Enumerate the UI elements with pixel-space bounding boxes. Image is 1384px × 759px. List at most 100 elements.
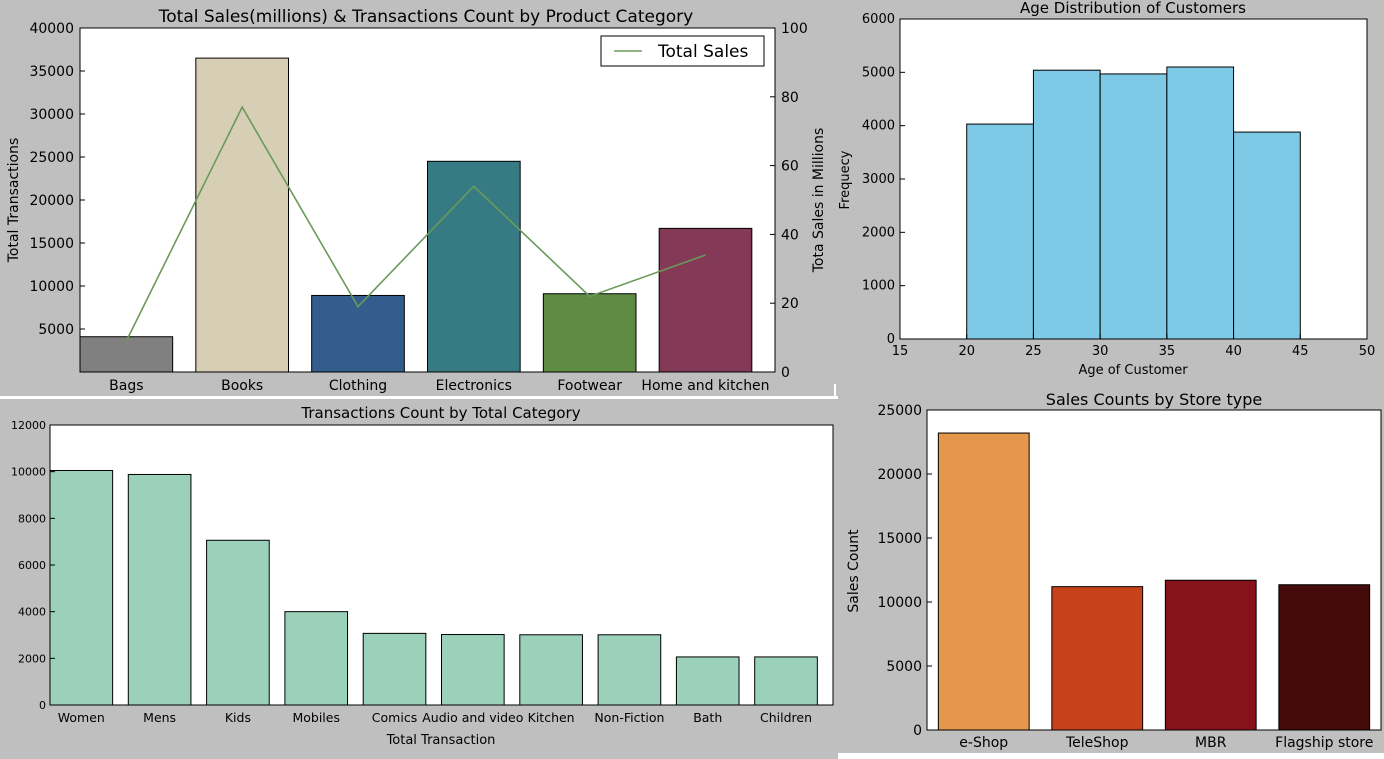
bar-electronics [427,160,521,373]
y-tick-label: 1000 [862,279,895,294]
y-tick-label: 15000 [29,236,74,252]
y-axis-label: Total Transactions [6,138,22,264]
x-tick-label: Bags [109,378,143,394]
y-tick-label: 30000 [29,107,74,123]
y-tick-label: 20000 [29,193,74,209]
y-tick-label: 5000 [886,659,922,675]
x-tick-label: Books [221,378,263,394]
x-tick-label: 40 [1225,344,1242,359]
x-tick-label: 35 [1159,344,1176,359]
bar-clothing [311,294,405,373]
y-tick-label: 0 [913,723,922,739]
panel-separator [838,753,1384,759]
bar-bath [675,656,740,706]
y-tick-label: 35000 [29,64,74,80]
bar-books [195,57,289,373]
bar-mbr [1164,579,1257,731]
bar-non-fiction [597,634,662,706]
y-tick-label: 5000 [862,65,895,80]
chart-title: Transactions Count by Total Category [300,404,580,422]
x-tick-label: 15 [892,344,909,359]
x-tick-label: Electronics [436,378,512,394]
plot-frame [899,18,1368,340]
x-tick-label: Clothing [329,378,387,394]
panel-separator [0,396,838,399]
x-tick-label: Kids [225,710,251,725]
y2-tick-label: 80 [781,90,799,106]
x-tick-label: Women [58,710,105,725]
legend-label: Total Sales [657,42,748,62]
x-tick-label: Comics [372,710,417,725]
y-tick-label: 25000 [29,150,74,166]
y-axis-label: Frequecy [838,150,853,209]
hist-bin-40-45 [1233,131,1301,340]
chart-title: Age Distribution of Customers [1020,0,1246,17]
x-tick-label: Mobiles [292,710,340,725]
x-tick-label: MBR [1195,735,1227,751]
bar-mens [127,473,192,706]
y-tick-label: 4000 [862,119,895,134]
hist-bin-20-25 [966,123,1034,340]
y-tick-label: 5000 [38,322,74,338]
x-tick-label: Footwear [557,378,622,394]
y-tick-label: 0 [887,332,895,347]
x-tick-label: 50 [1359,344,1376,359]
bar-women [49,470,114,706]
bar-footwear [542,293,637,373]
y-tick-label: 10000 [29,279,74,295]
panel-separator [834,384,836,398]
y-tick-label: 3000 [862,172,895,187]
x-axis-label: Age of Customer [1078,363,1188,378]
hist-bin-25-30 [1032,69,1101,340]
x-tick-label: 20 [958,344,975,359]
y2-tick-label: 20 [781,296,799,312]
x-tick-label: Non-Fiction [594,710,664,725]
y-tick-label: 10000 [877,595,922,611]
chart-title: Sales Counts by Store type [1046,390,1262,409]
x-tick-label: Bath [693,710,722,725]
y-tick-label: 20000 [877,467,922,483]
x-tick-label: Kitchen [528,710,575,725]
plot-frame [79,27,776,373]
plot-frame [926,409,1382,731]
plot-frame [49,424,834,706]
y2-tick-label: 0 [781,365,790,381]
y-tick-label: 2000 [862,225,895,240]
x-tick-label: e-Shop [959,735,1008,751]
total-sales-line [125,105,706,342]
bar-bags [79,336,174,373]
bar-teleshop [1051,586,1144,731]
y2-tick-label: 60 [781,159,799,175]
y-tick-label: 2000 [18,652,46,665]
y-tick-label: 25000 [877,403,922,419]
y-tick-label: 12000 [11,419,46,432]
bar-flagship-store [1278,584,1371,731]
bar-kids [206,539,270,706]
x-tick-label: Flagship store [1275,735,1373,751]
x-tick-label: 45 [1292,344,1309,359]
hist-bin-35-40 [1166,66,1235,340]
bar-e-shop [937,432,1030,731]
y2-axis-label: Tota Sales in Millions [811,128,827,274]
x-tick-label: Mens [143,710,176,725]
y-tick-label: 10000 [11,466,46,479]
bar-mobiles [284,611,349,706]
y-tick-label: 6000 [18,559,46,572]
y-tick-label: 15000 [877,531,922,547]
y-tick-label: 8000 [18,512,46,525]
y-axis-label: Sales Count [846,529,862,613]
y2-tick-label: 100 [781,21,808,37]
chart-title: Total Sales(millions) & Transactions Cou… [158,7,693,27]
bar-kitchen [519,634,583,706]
hist-bin-30-35 [1099,73,1168,340]
x-tick-label: TeleShop [1065,735,1129,751]
x-tick-label: Audio and video [422,710,523,725]
bar-audio-and-video [441,634,505,706]
x-axis-label: Total Transaction [386,733,496,748]
y-tick-label: 0 [39,699,46,712]
x-tick-label: Children [760,710,812,725]
